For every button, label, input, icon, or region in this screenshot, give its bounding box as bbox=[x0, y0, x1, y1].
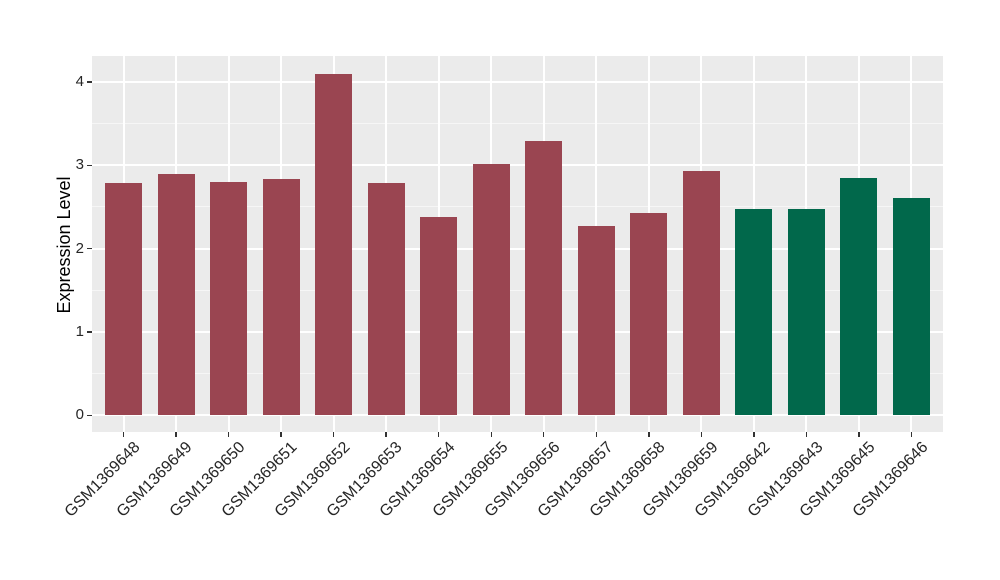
x-tick-mark-GSM1369657 bbox=[595, 432, 597, 437]
bar-GSM1369659 bbox=[682, 171, 720, 416]
bar-GSM1369645 bbox=[840, 177, 878, 416]
y-tick-mark-4 bbox=[87, 81, 92, 83]
x-tick-mark-GSM1369656 bbox=[543, 432, 545, 437]
gridline-y-major-0 bbox=[92, 414, 943, 417]
gridline-y-major-1 bbox=[92, 330, 943, 333]
bar-GSM1369650 bbox=[210, 181, 248, 416]
x-tick-mark-GSM1369653 bbox=[385, 432, 387, 437]
x-tick-mark-GSM1369648 bbox=[122, 432, 125, 437]
y-tick-mark-0 bbox=[87, 414, 92, 417]
bar-GSM1369643 bbox=[787, 209, 825, 416]
bar-GSM1369649 bbox=[157, 173, 195, 416]
x-tick-mark-GSM1369643 bbox=[805, 432, 808, 437]
bar-GSM1369642 bbox=[735, 208, 773, 416]
y-tick-label-4: 4 bbox=[75, 72, 84, 90]
bar-GSM1369653 bbox=[367, 182, 405, 416]
bar-GSM1369655 bbox=[472, 164, 510, 416]
gridline-y-major-3 bbox=[92, 164, 943, 167]
x-tick-mark-GSM1369645 bbox=[858, 432, 860, 437]
bar-GSM1369646 bbox=[892, 197, 930, 416]
y-tick-label-1: 1 bbox=[75, 322, 84, 340]
x-tick-mark-GSM1369642 bbox=[753, 432, 755, 437]
x-tick-mark-GSM1369658 bbox=[648, 432, 650, 437]
bar-GSM1369657 bbox=[577, 226, 615, 416]
x-tick-mark-GSM1369659 bbox=[700, 432, 703, 437]
bar-GSM1369648 bbox=[105, 182, 143, 416]
y-tick-mark-2 bbox=[87, 247, 92, 250]
x-tick-mark-GSM1369651 bbox=[280, 432, 282, 437]
x-tick-mark-GSM1369650 bbox=[227, 432, 230, 437]
gridline-y-minor-2.5 bbox=[92, 206, 943, 208]
y-tick-label-3: 3 bbox=[75, 156, 84, 174]
y-tick-mark-3 bbox=[87, 164, 92, 166]
bar-GSM1369658 bbox=[630, 212, 668, 416]
gridline-y-major-4 bbox=[92, 80, 943, 83]
x-tick-mark-GSM1369649 bbox=[175, 432, 177, 437]
gridline-y-minor-3.5 bbox=[92, 123, 943, 125]
bar-GSM1369656 bbox=[525, 141, 563, 416]
bar-GSM1369651 bbox=[262, 178, 300, 416]
x-tick-mark-GSM1369655 bbox=[490, 432, 492, 437]
bar-GSM1369654 bbox=[420, 216, 458, 416]
y-tick-label-0: 0 bbox=[75, 406, 84, 424]
plot-panel bbox=[92, 56, 943, 432]
x-tick-mark-GSM1369654 bbox=[438, 432, 440, 437]
y-tick-label-2: 2 bbox=[75, 239, 84, 257]
gridline-y-major-2 bbox=[92, 247, 943, 250]
y-tick-mark-1 bbox=[87, 331, 92, 333]
gridline-y-minor-1.5 bbox=[92, 289, 943, 291]
gridline-y-minor-0.5 bbox=[92, 373, 943, 375]
x-tick-mark-GSM1369652 bbox=[332, 432, 335, 437]
x-tick-mark-GSM1369646 bbox=[910, 432, 913, 437]
bar-GSM1369652 bbox=[315, 74, 353, 416]
